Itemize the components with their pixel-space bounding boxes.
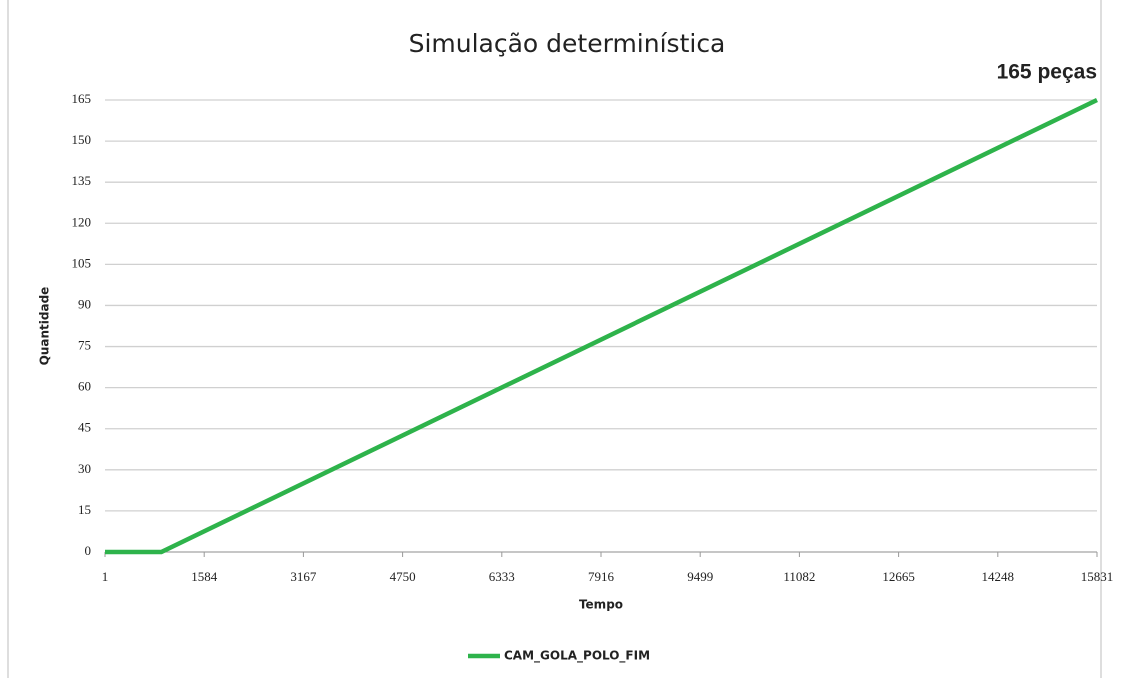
x-tick-label: 1584 xyxy=(191,569,218,584)
x-tick-label: 11082 xyxy=(783,569,815,584)
x-tick-label: 12665 xyxy=(882,569,915,584)
y-tick-label: 90 xyxy=(78,296,91,311)
y-tick-label: 165 xyxy=(72,91,92,106)
y-axis-label: Quantidade xyxy=(38,287,52,366)
x-tick-label: 3167 xyxy=(290,569,317,584)
x-tick-label: 15831 xyxy=(1081,569,1114,584)
y-tick-label: 45 xyxy=(78,420,91,435)
x-tick-label: 4750 xyxy=(390,569,416,584)
legend-label: CAM_GOLA_POLO_FIM xyxy=(504,649,650,664)
data-line xyxy=(105,97,1098,555)
x-tick-label: 7916 xyxy=(588,569,615,584)
y-tick-label: 60 xyxy=(78,379,91,394)
y-tick-label: 135 xyxy=(72,173,92,188)
x-tick-label: 6333 xyxy=(489,569,515,584)
x-tick-label: 1 xyxy=(102,569,109,584)
chart-title: Simulação determinística xyxy=(409,29,726,58)
y-tick-label: 0 xyxy=(85,543,92,558)
annotation: 165 peças xyxy=(997,61,1097,84)
y-tick-label: 105 xyxy=(72,255,92,270)
y-tick-label: 15 xyxy=(78,502,91,517)
x-axis-label: Tempo xyxy=(579,598,623,612)
y-tick-label: 150 xyxy=(72,132,92,147)
y-tick-label: 30 xyxy=(78,461,91,476)
x-tick-label: 9499 xyxy=(687,569,713,584)
x-tick-label: 14248 xyxy=(982,569,1015,584)
y-tick-label: 75 xyxy=(78,338,91,353)
chart-frame xyxy=(7,0,1102,678)
y-tick-label: 120 xyxy=(72,214,92,229)
